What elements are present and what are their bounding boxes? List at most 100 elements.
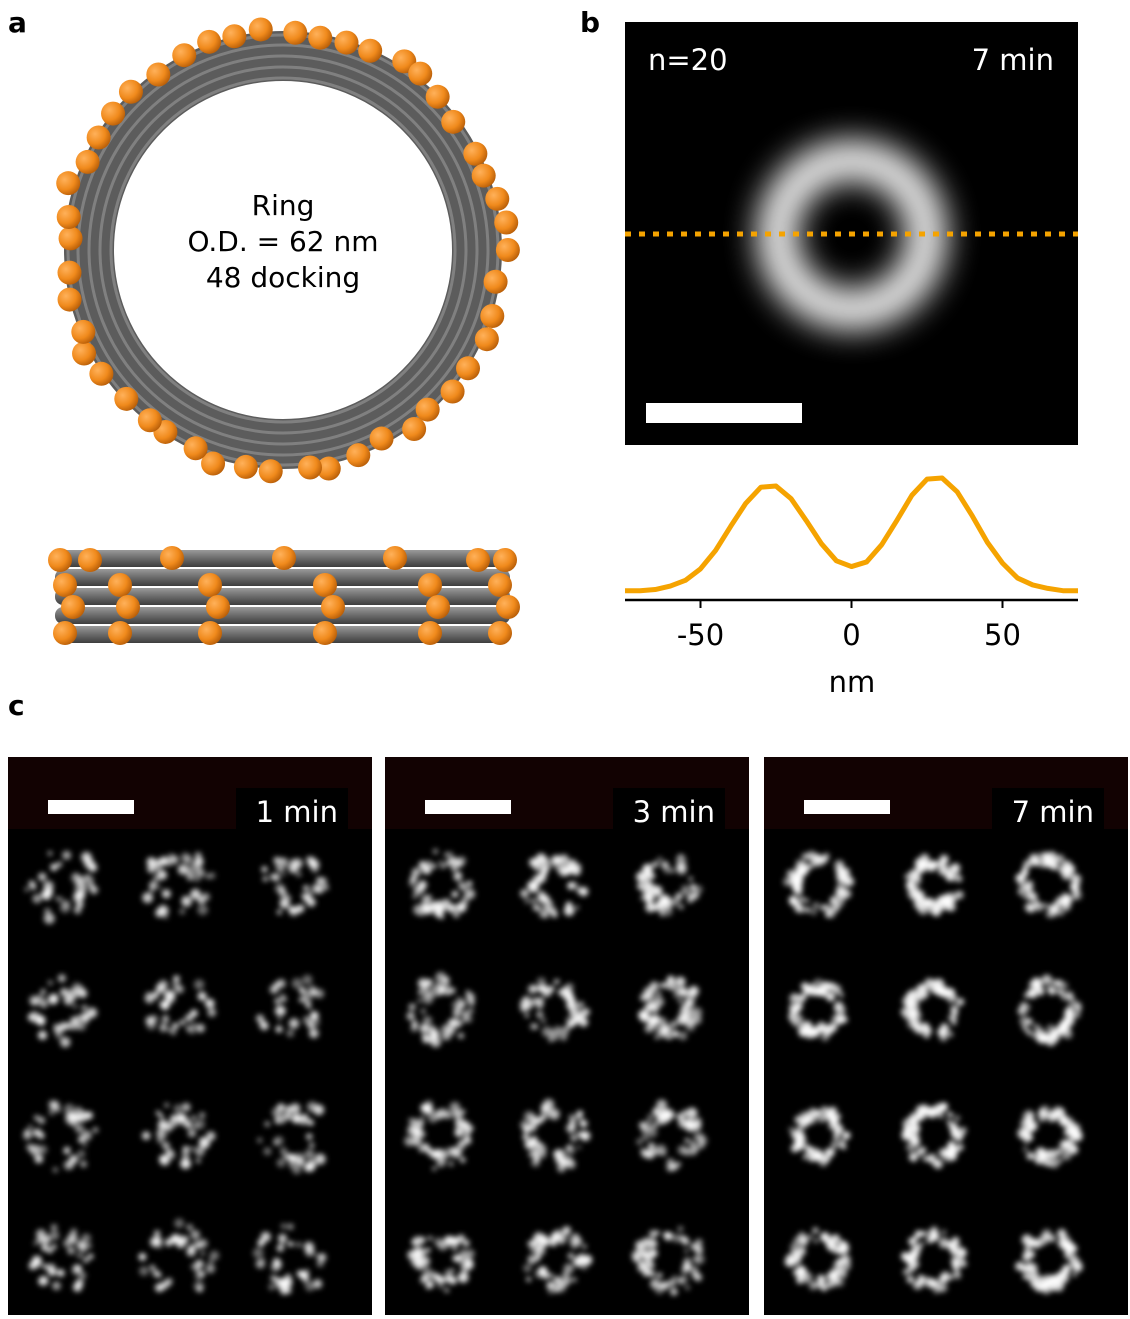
localization — [798, 861, 807, 870]
localization — [468, 1126, 474, 1132]
localization — [689, 986, 699, 996]
localization — [652, 861, 658, 867]
docking-site — [485, 187, 509, 211]
localization — [42, 1264, 47, 1269]
localization — [450, 1019, 456, 1025]
localization — [792, 876, 803, 887]
localization — [913, 901, 920, 908]
localization — [1017, 1007, 1025, 1015]
localization — [87, 1243, 92, 1248]
localization — [906, 1142, 916, 1152]
localization — [814, 988, 820, 994]
localization — [542, 1026, 553, 1037]
localization — [809, 1281, 818, 1290]
localization — [843, 1133, 848, 1138]
localization — [159, 1024, 167, 1032]
localization — [444, 1236, 452, 1244]
docking-site — [259, 459, 283, 483]
localization — [1022, 1024, 1028, 1030]
docking-site — [426, 85, 450, 109]
localization — [417, 998, 422, 1003]
localization — [1054, 857, 1058, 861]
localization — [441, 1157, 447, 1163]
localization — [185, 1014, 193, 1022]
localization — [538, 1000, 544, 1006]
localization — [280, 1147, 287, 1154]
localization — [809, 1147, 815, 1153]
localization — [58, 974, 66, 982]
localization — [907, 882, 915, 890]
localization — [157, 885, 161, 889]
localization — [410, 876, 417, 883]
localization — [696, 1133, 705, 1142]
localization — [656, 1272, 662, 1278]
localization — [1073, 882, 1080, 889]
docking-site — [160, 546, 184, 570]
localization — [804, 907, 810, 913]
localization — [811, 909, 817, 915]
localization — [942, 1023, 946, 1027]
localization — [142, 892, 153, 903]
localization — [158, 906, 169, 917]
localization — [1029, 1125, 1035, 1131]
localization — [277, 909, 282, 914]
localization — [305, 1149, 315, 1159]
docking-site — [108, 573, 132, 597]
localization — [467, 1007, 474, 1014]
localization — [292, 978, 303, 989]
localization — [657, 1113, 664, 1120]
docking-site — [57, 205, 81, 229]
localization — [1051, 911, 1058, 918]
localization — [298, 1114, 309, 1125]
localization — [906, 1275, 914, 1283]
localization — [656, 892, 660, 896]
localization — [579, 1120, 587, 1128]
x-tick-label: 0 — [842, 618, 860, 652]
localization — [681, 1110, 688, 1117]
localization — [300, 996, 307, 1003]
docking-site — [138, 408, 162, 432]
localization — [537, 977, 546, 986]
localization — [63, 1147, 70, 1154]
localization — [38, 1031, 47, 1040]
localization — [820, 904, 827, 911]
localization — [73, 1283, 82, 1292]
localization — [925, 978, 933, 986]
localization — [939, 1114, 945, 1120]
localization — [831, 1234, 840, 1243]
figure: a Ring O.D. = 62 nm 48 docking b n=20 7 … — [0, 0, 1130, 1315]
localization — [812, 1227, 819, 1234]
docking-site — [101, 102, 125, 126]
localization — [142, 1132, 150, 1140]
localization — [1042, 974, 1052, 984]
docking-site — [198, 621, 222, 645]
localization — [196, 1286, 203, 1293]
localization — [566, 1021, 573, 1028]
localization — [423, 1105, 432, 1114]
ring-text: O.D. = 62 nm — [187, 225, 378, 258]
localization — [450, 988, 456, 994]
localization — [281, 901, 287, 907]
localization — [164, 1279, 172, 1287]
localization — [156, 1272, 161, 1277]
localization — [834, 1004, 843, 1013]
localization — [811, 1107, 815, 1111]
localization — [280, 1278, 290, 1288]
localization — [678, 1031, 687, 1040]
localization — [1063, 1116, 1074, 1127]
localization — [419, 861, 427, 869]
localization — [318, 877, 327, 886]
localization — [786, 870, 794, 878]
localization — [430, 1037, 441, 1048]
localization — [940, 1029, 946, 1035]
localization — [582, 890, 587, 895]
docking-site — [222, 24, 246, 48]
localization — [81, 1005, 87, 1011]
localization — [572, 1278, 576, 1282]
localization — [836, 1258, 843, 1265]
localization — [309, 1143, 314, 1148]
localization — [1029, 1153, 1035, 1159]
docking-site — [249, 17, 273, 41]
localization — [656, 1025, 666, 1035]
localization — [424, 894, 432, 902]
